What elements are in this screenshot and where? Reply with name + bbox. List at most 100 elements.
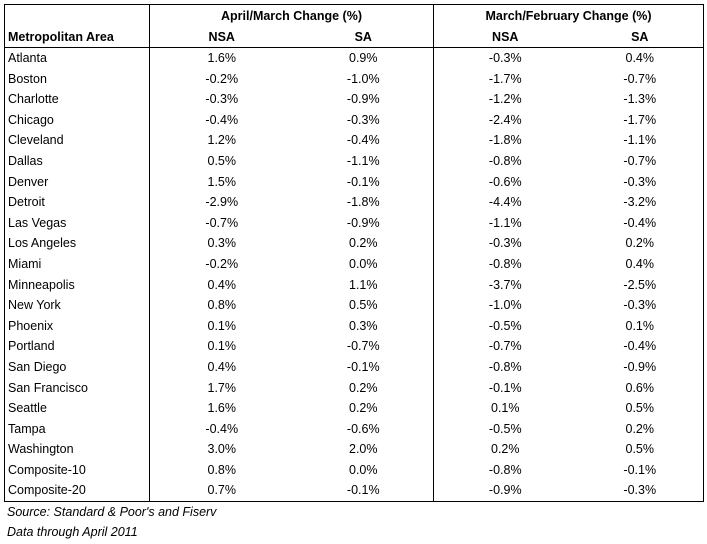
cell-march-february-nsa: -0.6% [433,171,577,193]
cell-march-february-sa: -1.3% [576,89,705,110]
table-row: Composite-20 0.7% -0.1% -0.9% -0.3% [4,480,705,503]
cell-april-march-nsa: -0.4% [149,109,294,131]
table-row: Boston -0.2% -1.0% -1.7% -0.7% [4,68,705,90]
cell-april-march-sa: 0.2% [349,380,378,395]
cell-march-february-sa: 0.5% [576,439,705,460]
cell-april-march-sa: -0.1% [346,359,380,374]
cell-april-march-sa: -0.1% [293,480,434,503]
table-row: Seattle 1.6% 0.2% 0.1% 0.5% [4,398,705,419]
cell-april-march-sa: -1.1% [346,153,380,168]
cell-metropolitan-area: Las Vegas [4,212,150,234]
cell-april-march-sa: -0.9% [346,215,380,230]
cell-april-march-sa: 0.3% [349,318,378,333]
table-row: Portland 0.1% -0.7% -0.7% -0.4% [4,336,705,357]
cell-metropolitan-area: Dallas [4,150,150,172]
cell-april-march-sa: 2.0% [349,442,378,457]
cell-metropolitan-area: Portland [4,336,150,357]
cell-metropolitan-area: Composite-10 [4,459,150,481]
cell-april-march-nsa: 0.8% [149,459,294,481]
cell-april-march-sa: 0.0% [349,462,378,477]
cell-metropolitan-area: San Francisco [4,377,150,399]
cell-april-march-sa: -0.6% [346,421,380,436]
cell-march-february-nsa: -3.7% [433,274,577,296]
table-row: Phoenix 0.1% 0.3% -0.5% 0.1% [4,315,705,337]
cell-april-march-nsa: -0.2% [149,68,294,90]
cell-april-march-sa: -0.7% [346,339,380,354]
cell-april-march-nsa: -0.2% [149,253,294,275]
cell-march-february-nsa: -0.5% [433,315,577,337]
cell-march-february-sa: -0.4% [576,336,705,357]
cell-march-february-sa: -0.3% [576,480,705,503]
table-row: Las Vegas -0.7% -0.9% -1.1% -0.4% [4,212,705,234]
cell-march-february-nsa: 0.2% [433,439,577,460]
cell-april-march-nsa: 0.4% [149,356,294,378]
cell-march-february-sa: -1.1% [576,130,705,151]
cell-march-february-sa: -0.7% [576,68,705,90]
cell-april-march-nsa: 1.6% [149,47,294,69]
table-row: Los Angeles 0.3% 0.2% -0.3% 0.2% [4,233,705,254]
cell-march-february-nsa: -1.8% [433,130,577,151]
cell-march-february-nsa: -2.4% [433,109,577,131]
column-header-april-march-nsa: NSA [149,27,294,48]
cell-april-march-sa: 0.2% [349,236,378,251]
cell-metropolitan-area: Charlotte [4,89,150,110]
table-row: Composite-10 0.8% 0.0% -0.8% -0.1% [4,459,705,481]
cell-april-march-nsa: 0.4% [149,274,294,296]
cell-march-february-sa: 0.2% [576,233,705,254]
table-row: Detroit -2.9% -1.8% -4.4% -3.2% [4,192,705,213]
cell-march-february-nsa: -1.1% [433,212,577,234]
cell-april-march-nsa: -2.9% [149,192,294,213]
cell-april-march-nsa: 3.0% [149,439,294,460]
cell-april-march-nsa: -0.7% [149,212,294,234]
table-row: New York 0.8% 0.5% -1.0% -0.3% [4,295,705,316]
cell-march-february-nsa: -0.1% [433,377,577,399]
table-row: Atlanta 1.6% 0.9% -0.3% 0.4% [4,47,705,69]
cell-march-february-sa: -0.1% [576,459,705,481]
cell-march-february-sa: 0.2% [576,418,705,440]
cell-metropolitan-area: San Diego [4,356,150,378]
cell-metropolitan-area: Miami [4,253,150,275]
cell-march-february-nsa: -0.5% [433,418,577,440]
cell-april-march-sa: -1.0% [346,71,380,86]
table-row: Charlotte -0.3% -0.9% -1.2% -1.3% [4,89,705,110]
column-header-march-february-sa: SA [576,27,705,48]
cell-april-march-nsa: 1.6% [149,398,294,419]
cell-april-march-nsa: -0.4% [149,418,294,440]
cell-march-february-nsa: -0.8% [433,253,577,275]
cell-march-february-sa: -0.3% [576,295,705,316]
table-body: Atlanta 1.6% 0.9% -0.3% 0.4% Boston -0.2% -1.0%… [4,47,705,503]
cell-metropolitan-area: Denver [4,171,150,193]
cell-april-march-nsa: 0.1% [149,336,294,357]
table-row: Tampa -0.4% -0.6% -0.5% 0.2% [4,418,705,440]
cell-april-march-nsa: 1.5% [149,171,294,193]
cell-april-march-nsa: -0.3% [149,89,294,110]
cell-metropolitan-area: Washington [4,439,150,460]
cell-metropolitan-area: Los Angeles [4,233,150,254]
table-row: Denver 1.5% -0.1% -0.6% -0.3% [4,171,705,193]
cell-metropolitan-area: Tampa [4,418,150,440]
column-header-metropolitan-area: Metropolitan Area [4,27,150,48]
cell-metropolitan-area: Phoenix [4,315,150,337]
cell-metropolitan-area: Cleveland [4,130,150,151]
cell-march-february-sa: 0.4% [576,47,705,69]
cell-march-february-sa: -2.5% [576,274,705,296]
cell-march-february-sa: 0.1% [576,315,705,337]
cell-march-february-sa: -3.2% [576,192,705,213]
cell-march-february-nsa: -0.8% [433,356,577,378]
cell-metropolitan-area: Boston [4,68,150,90]
cell-april-march-nsa: 0.8% [149,295,294,316]
cell-march-february-nsa: -1.2% [433,89,577,110]
cell-april-march-sa: -0.4% [346,133,380,148]
cell-april-march-nsa: 0.1% [149,315,294,337]
cell-march-february-sa: -0.9% [576,356,705,378]
cell-april-march-sa: -0.1% [346,174,380,189]
cell-april-march-nsa: 0.5% [149,150,294,172]
table-row: Washington 3.0% 2.0% 0.2% 0.5% [4,439,705,460]
cell-april-march-nsa: 1.7% [149,377,294,399]
cell-metropolitan-area: Composite-20 [4,480,150,503]
cell-april-march-sa: 0.2% [349,401,378,416]
cell-april-march-sa: 0.9% [349,51,378,65]
cell-march-february-nsa: -0.9% [433,480,577,503]
cell-march-february-sa: 0.6% [576,377,705,399]
group-header-april-march: April/March Change (%) [149,4,434,27]
